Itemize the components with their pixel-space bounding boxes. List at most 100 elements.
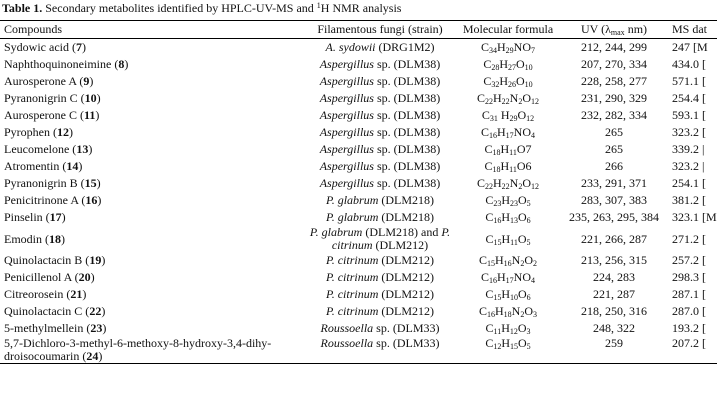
text-segment: C [480, 270, 489, 284]
text-segment: 11 [493, 327, 502, 336]
text-segment: H [493, 91, 502, 105]
text-segment: 6 [526, 216, 531, 225]
uv-cell: 224, 283 [593, 270, 635, 284]
formula-cell: C11H12O3 [456, 320, 560, 337]
ms-cell: 323.2 [ [672, 125, 706, 139]
ms-cell: 193.2 [ [672, 321, 706, 335]
uv-cell: 218, 250, 316 [581, 304, 647, 318]
table-row: Sydowic acid (7) A. sydowii (DRG1M2) C34H2… [0, 39, 717, 57]
text-segment: ) [61, 231, 65, 246]
compound-cell: Atromentin (14) [0, 158, 304, 175]
text-segment: ) [101, 304, 106, 318]
text-segment: sp. (DLM33) [373, 336, 440, 350]
text-segment: H [495, 253, 504, 267]
text-segment: Penicillenol A ( [4, 270, 79, 284]
text-segment: H [497, 108, 510, 122]
compound-cell: Citreorosein (21) [0, 286, 304, 303]
ms-cell: 254.1 [ [672, 176, 706, 190]
table: Compounds Filamentous fungi (strain) Molec… [0, 20, 717, 364]
header-cell: UV (λmax nm) [560, 20, 668, 39]
text-segment: 11 [509, 148, 517, 157]
text-segment: 22 [485, 97, 493, 106]
text-segment: 12 [493, 342, 502, 351]
fungi-cell: P. citrinum (DLM212) [304, 269, 456, 286]
compound-cell: Naphthoquinoneimine (8) [0, 56, 304, 73]
ms-cell: 254.4 [ [672, 91, 706, 105]
ms-cell: 287.1 [ [672, 287, 706, 301]
text-segment: 15 [493, 237, 502, 247]
fungi-cell: Aspergillus sp. (DLM38) [304, 141, 456, 158]
text-segment: Pinselin ( [4, 210, 50, 224]
formula-cell: C32H26O10 [456, 73, 560, 90]
table-row: Aurosperone C (11) Aspergillus sp. (DLM38… [0, 107, 717, 124]
fungi-cell: Aspergillus sp. (DLM38) [304, 107, 456, 124]
fungi-cell: P. glabrum (DLM218) and P. citrinum (DLM… [304, 226, 456, 252]
text-segment: 2 [520, 259, 525, 268]
formula-cell: C28H27O10 [456, 56, 560, 73]
text-segment: 29 [505, 46, 514, 55]
uv-cell: 231, 290, 329 [581, 91, 647, 105]
text-segment: 15 [510, 342, 518, 351]
text-segment: 2 [518, 97, 523, 106]
text-segment: Aspergillus [319, 159, 374, 173]
text-segment: C [485, 193, 494, 207]
text-segment: N [511, 304, 521, 318]
table-row: Aurosperone A (9) Aspergillus sp. (DLM38)… [0, 73, 717, 90]
formula-cell: C15H11O5 [456, 226, 560, 252]
table-row: Pyrophen (12) Aspergillus sp. (DLM38) C16H… [0, 124, 717, 141]
formula-cell: C18H11O6 [456, 158, 560, 175]
table-row: Penicitrinone A (16) P. glabrum (DLM218) C… [0, 192, 717, 209]
text-segment: 31 [489, 114, 498, 123]
text-segment: H [497, 270, 506, 284]
text-segment: ) [81, 40, 86, 54]
formula-cell: C23H23O5 [456, 192, 560, 209]
text-segment: max [610, 28, 625, 37]
text-segment: NO [513, 125, 532, 139]
text-segment: ) [124, 57, 129, 71]
text-segment: 17 [49, 210, 62, 224]
text-segment: O [517, 108, 527, 122]
text-segment: 23 [493, 199, 502, 208]
text-segment: ) [102, 321, 107, 335]
text-segment: (DLM218) and [362, 225, 442, 239]
text-segment: H [501, 336, 510, 350]
header-cell: Compounds [0, 20, 304, 39]
formula-cell: C16H18N2O3 [456, 303, 560, 320]
text-segment: Roussoella [320, 321, 374, 335]
text-segment: Aurosperone C ( [4, 108, 84, 122]
text-segment: 21 [70, 287, 83, 301]
text-segment: 29 [509, 114, 518, 123]
uv-cell: 232, 282, 334 [581, 108, 647, 122]
text-segment: O [518, 287, 527, 301]
fungi-cell: P. citrinum (DLM212) [304, 252, 456, 269]
text-segment: ) [101, 253, 106, 267]
text-segment: 12 [526, 114, 535, 123]
fungi-cell: P. citrinum (DLM212) [304, 286, 456, 303]
text-segment: O [522, 91, 532, 105]
text-segment: (DLM212) [378, 304, 435, 318]
text-segment: 18 [492, 165, 501, 174]
text-segment: Quinolactacin C ( [4, 304, 90, 318]
ms-cell: 434.0 [ [672, 57, 706, 71]
text-segment: 2 [533, 259, 538, 268]
header-cell: Molecular formula [456, 20, 560, 39]
text-segment: 16 [489, 131, 497, 140]
text-segment: nm) [624, 22, 648, 36]
formula-cell: C16H17NO4 [456, 269, 560, 286]
text-segment: C [481, 108, 490, 122]
text-segment: Aspergillus [319, 57, 374, 71]
uv-cell: 221, 266, 287 [581, 231, 647, 246]
table-caption: Table 1. Secondary metabolites identifie… [0, 0, 717, 18]
uv-cell: 207, 270, 334 [581, 57, 647, 71]
text-segment: P. glabrum [325, 210, 379, 224]
text-segment: 22 [501, 97, 510, 106]
text-segment: 17 [505, 276, 514, 285]
text-segment: 26 [508, 80, 516, 89]
fungi-cell: A. sydowii (DRG1M2) [304, 39, 456, 57]
text-segment: ) [89, 74, 94, 88]
text-segment: 5 [526, 199, 531, 208]
fungi-cell: Aspergillus sp. (DLM38) [304, 90, 456, 107]
fungi-cell: Aspergillus sp. (DLM38) [304, 175, 456, 192]
text-segment: H [493, 176, 502, 190]
